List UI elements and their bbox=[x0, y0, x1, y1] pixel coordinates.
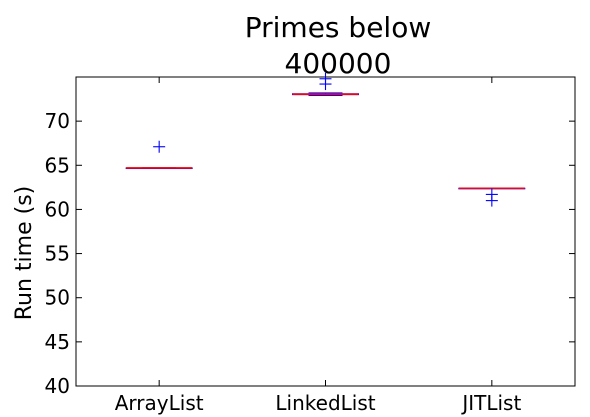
chart-title-line-2: 400000 bbox=[285, 47, 392, 80]
y-tick-label: 50 bbox=[45, 286, 70, 310]
y-axis-label: Run time (s) bbox=[12, 186, 37, 321]
x-tick-label: JITList bbox=[460, 391, 521, 415]
x-tick-label: LinkedList bbox=[275, 391, 375, 415]
y-tick-label: 65 bbox=[45, 153, 70, 177]
y-tick-label: 60 bbox=[45, 197, 70, 221]
y-tick-label: 55 bbox=[45, 242, 70, 266]
chart-title-line-1: Primes below bbox=[245, 11, 431, 44]
y-tick-label: 40 bbox=[45, 374, 70, 398]
y-tick-label: 70 bbox=[45, 109, 70, 133]
y-tick-label: 45 bbox=[45, 330, 70, 354]
plot-layer: 40 45 50 55 60 65 70 ArrayList LinkedList JITList bbox=[45, 72, 576, 415]
x-tick-label: ArrayList bbox=[115, 391, 204, 415]
